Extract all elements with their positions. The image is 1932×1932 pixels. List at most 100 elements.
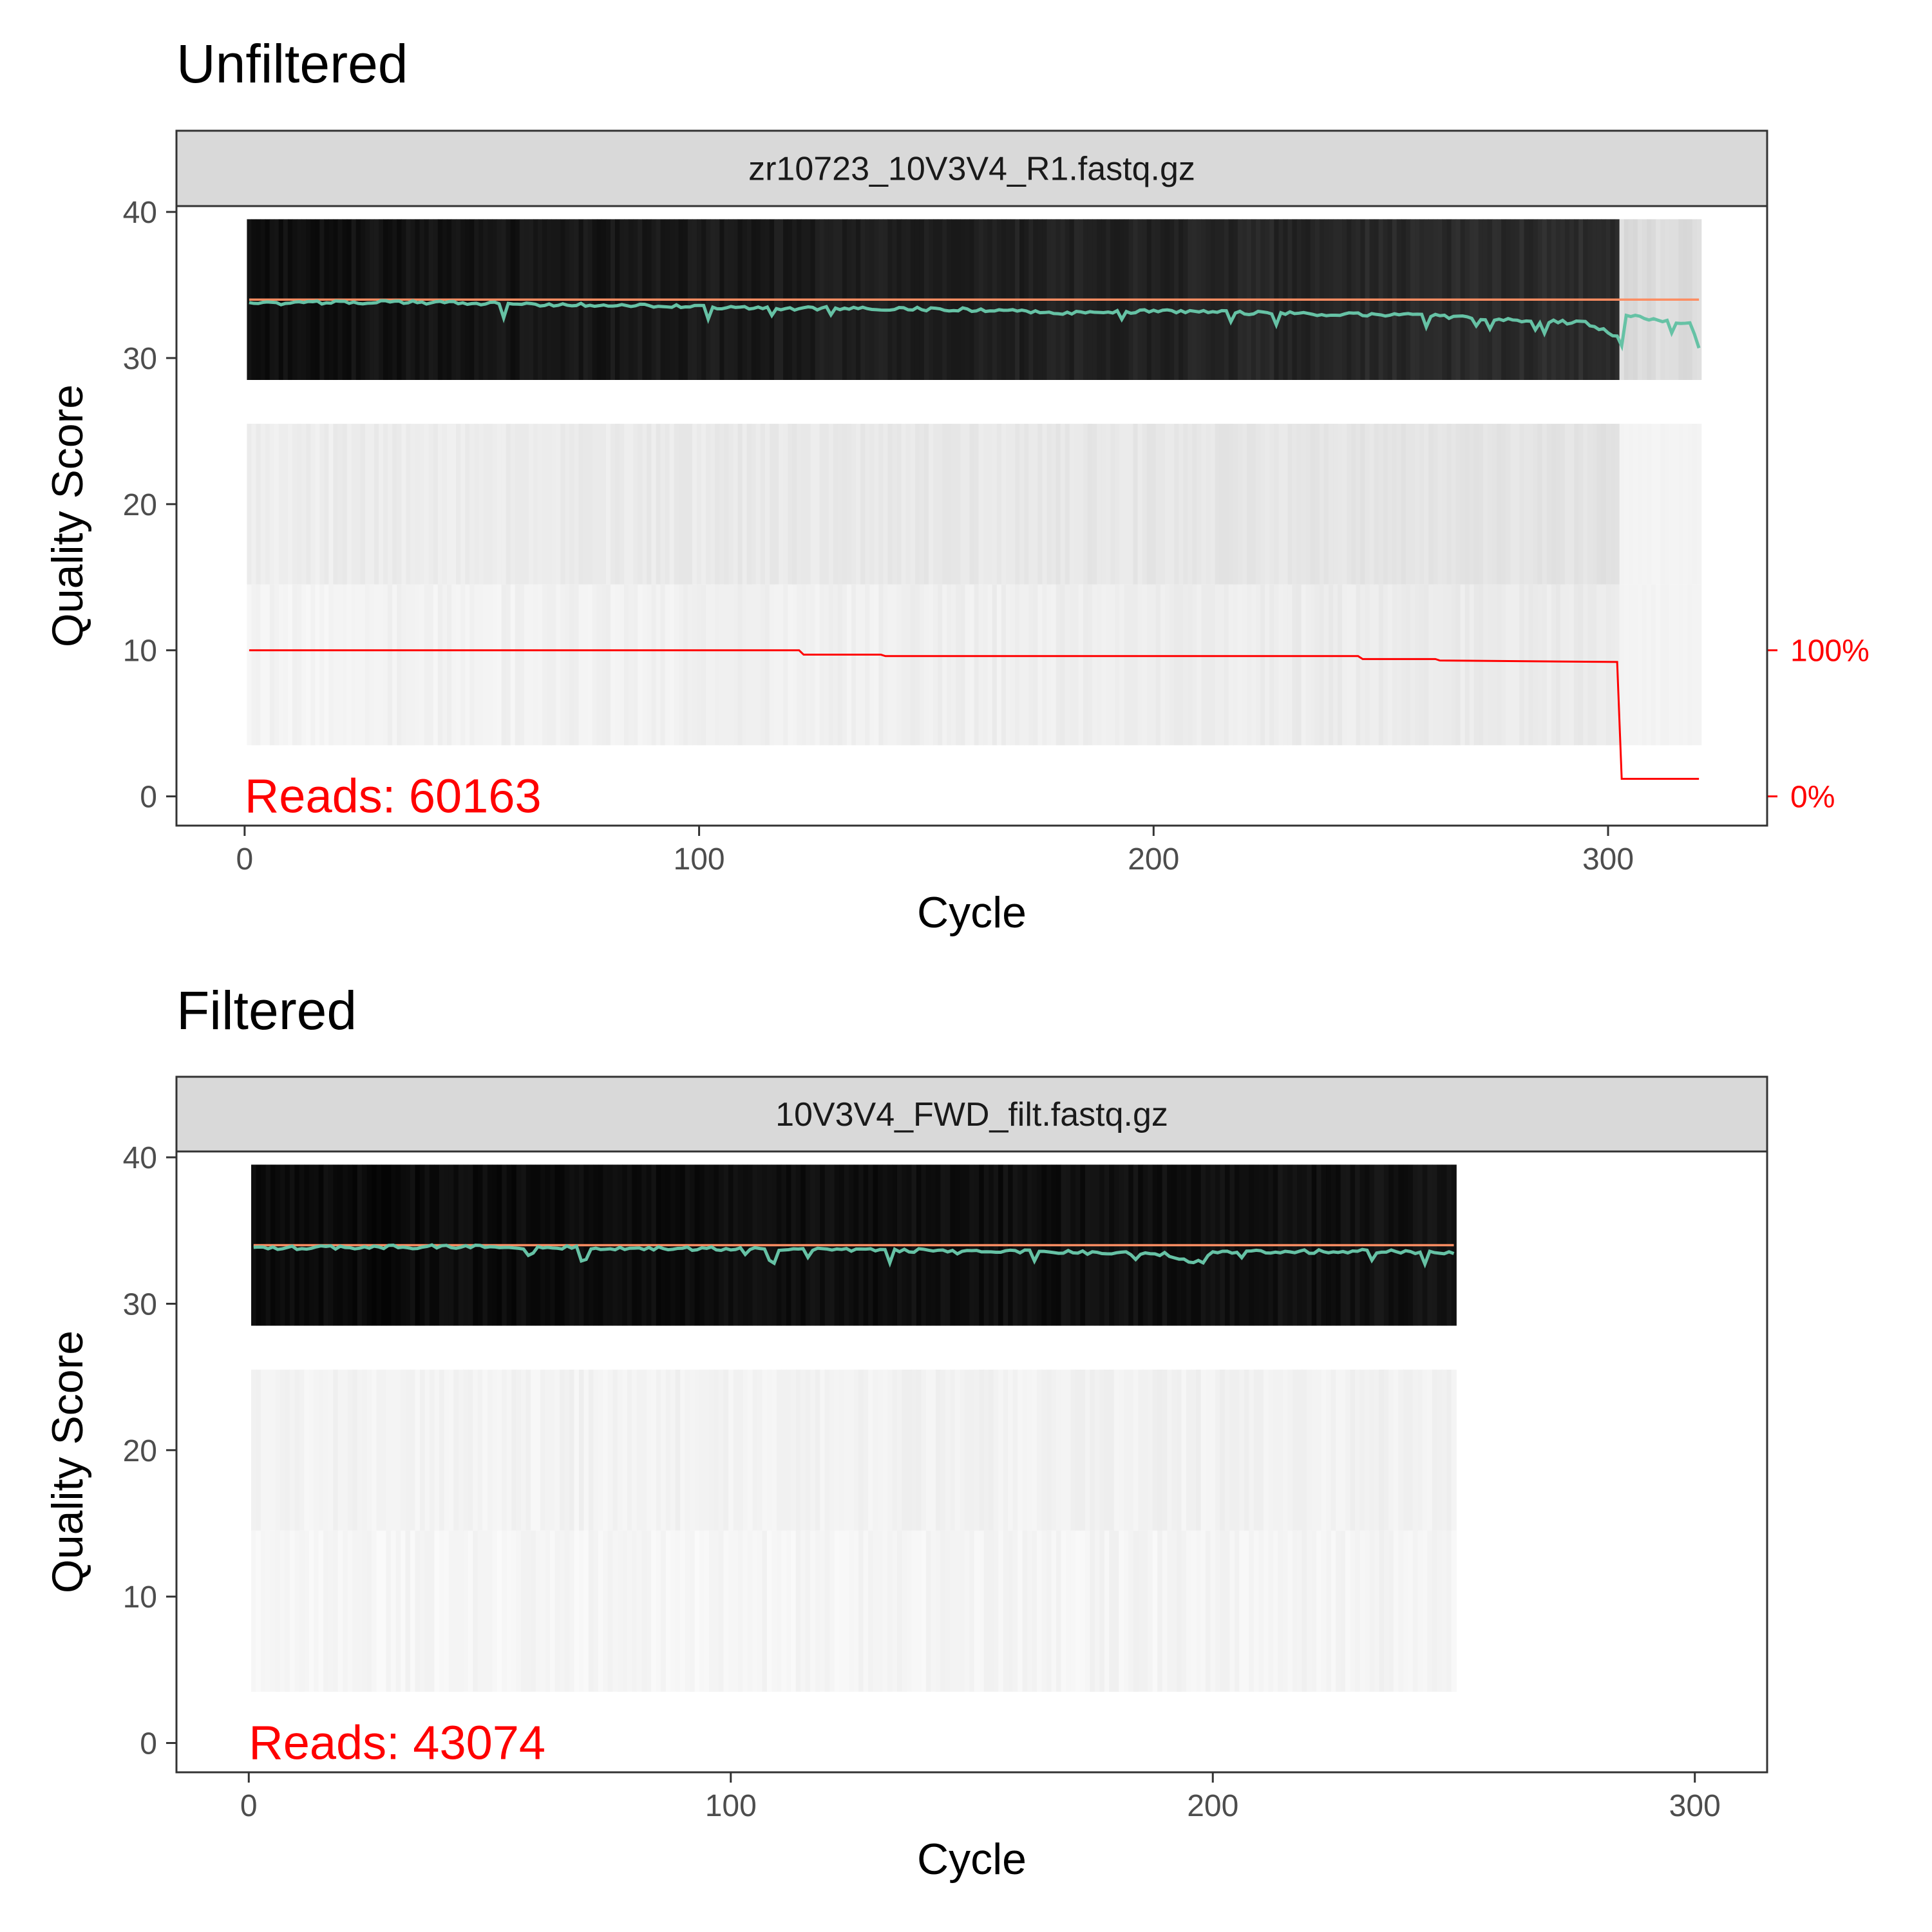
heatmap-cell (1037, 584, 1043, 746)
heatmap-cell (674, 584, 679, 746)
heatmap-cell (786, 1369, 791, 1531)
heatmap-cell (633, 584, 638, 746)
heatmap-cell (670, 1530, 676, 1692)
heatmap-cell (497, 1530, 502, 1692)
heatmap-cell (701, 424, 706, 585)
heatmap-cell (1537, 424, 1543, 585)
heatmap-cell (1374, 1530, 1380, 1692)
heatmap-cell (1090, 1369, 1095, 1531)
heatmap-cell (660, 584, 666, 746)
heatmap-cell (1197, 584, 1202, 746)
heatmap-cell (502, 1530, 507, 1692)
heatmap-cell (488, 424, 493, 585)
heatmap-cell (921, 1369, 927, 1531)
heatmap-cell (1446, 424, 1452, 585)
heatmap-cell (328, 1369, 334, 1531)
heatmap-cell (627, 1530, 632, 1692)
x-axis-title: Cycle (917, 1835, 1027, 1884)
heatmap-cell (545, 1369, 551, 1531)
heatmap-cell (1342, 584, 1347, 746)
heatmap-cell (1392, 424, 1397, 585)
heatmap-cell (627, 1369, 632, 1531)
heatmap-cell (1574, 424, 1579, 585)
heatmap-cell (270, 1530, 276, 1692)
heatmap-cell (820, 1369, 826, 1531)
heatmap-cell (632, 1369, 638, 1531)
heatmap-cell (601, 584, 607, 746)
heatmap-cell (1210, 1369, 1216, 1531)
heatmap-cell (1469, 584, 1475, 746)
heatmap-cell (1074, 424, 1079, 585)
heatmap-cell (706, 584, 711, 746)
heatmap-cell (275, 1369, 281, 1531)
heatmap-cell (1422, 1369, 1428, 1531)
heatmap-cell (439, 1530, 444, 1692)
heatmap-cell (304, 1530, 310, 1692)
heatmap-cell (506, 1369, 512, 1531)
heatmap-cell (458, 1530, 464, 1692)
heatmap-cell (714, 1530, 719, 1692)
heatmap-cell (1183, 424, 1188, 585)
heatmap-cell (615, 584, 620, 746)
heatmap-cell (473, 1369, 478, 1531)
heatmap-cell (762, 1369, 768, 1531)
heatmap-cell (858, 1369, 864, 1531)
heatmap-cell (1619, 424, 1625, 585)
heatmap-cell (1331, 1369, 1336, 1531)
heatmap-cell (1669, 584, 1674, 746)
heatmap-cell (938, 424, 943, 585)
heatmap-cell (1191, 1369, 1197, 1531)
heatmap-cell (1305, 424, 1311, 585)
heatmap-cell (315, 584, 320, 746)
heatmap-cell (869, 584, 875, 746)
heatmap-cell (878, 1530, 884, 1692)
heatmap-cell (372, 1369, 377, 1531)
heatmap-cell (1003, 1530, 1009, 1692)
heatmap-cell (428, 424, 434, 585)
heatmap-cell (1403, 1369, 1408, 1531)
heatmap-cell (278, 424, 284, 585)
heatmap-cell (1210, 424, 1216, 585)
heatmap-cell (578, 584, 584, 746)
heatmap-cell (451, 424, 457, 585)
heatmap-cell (956, 584, 961, 746)
heatmap-cell (397, 584, 402, 746)
heatmap-cell (928, 424, 934, 585)
heatmap-cell (940, 1530, 946, 1692)
heatmap-cell (1451, 584, 1457, 746)
heatmap-cell (429, 1530, 435, 1692)
heatmap-cell (1283, 424, 1289, 585)
heatmap-cell (469, 584, 475, 746)
heatmap-cell (1268, 1530, 1274, 1692)
heatmap-cell (351, 424, 357, 585)
heatmap-cell (1037, 1369, 1043, 1531)
heatmap-cell (762, 1530, 768, 1692)
heatmap-cell (292, 424, 298, 585)
heatmap-cell (989, 1530, 994, 1692)
heatmap-cell (1265, 584, 1270, 746)
heatmap-cell (456, 424, 461, 585)
heatmap-cell (251, 1369, 257, 1531)
heatmap-cell (1234, 1530, 1240, 1692)
heatmap-cell (1660, 424, 1665, 585)
heatmap-cell (764, 424, 770, 585)
heatmap-cell (791, 1369, 797, 1531)
heatmap-cell (678, 424, 684, 585)
heatmap-cell (605, 424, 611, 585)
heatmap-cell (642, 584, 648, 746)
heatmap-cell (887, 424, 893, 585)
heatmap-cell (1244, 1530, 1249, 1692)
heatmap-cell (1196, 1369, 1202, 1531)
heatmap-cell (901, 584, 907, 746)
heatmap-cell (439, 1369, 444, 1531)
heatmap-cell (1273, 1369, 1278, 1531)
heatmap-cell (638, 424, 643, 585)
heatmap-cell (1412, 1369, 1418, 1531)
heatmap-cell (1432, 1530, 1437, 1692)
heatmap-cell (810, 1369, 816, 1531)
heatmap-cell (1587, 424, 1593, 585)
heatmap-cell (1316, 1530, 1322, 1692)
heatmap-cell (343, 1369, 348, 1531)
heatmap-cell (1128, 1369, 1134, 1531)
heatmap-cell (1278, 424, 1284, 585)
